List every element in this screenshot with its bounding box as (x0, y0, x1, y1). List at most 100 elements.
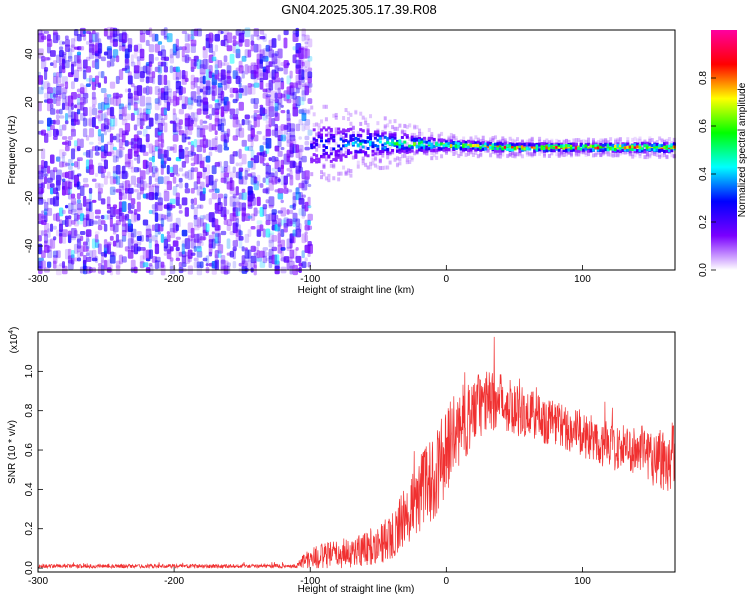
spectrogram-cell (342, 144, 346, 148)
spectrogram-cell (582, 148, 586, 152)
spectrogram-cell (354, 109, 358, 114)
spectrogram-cell (262, 157, 266, 161)
spectrogram-cell (650, 147, 654, 151)
spectrogram-cell (430, 132, 434, 137)
spectrogram-cell (292, 195, 297, 207)
spectrogram-cell (653, 146, 657, 150)
spectrogram-cell (145, 113, 150, 121)
spectrogram-cell (58, 149, 65, 159)
spectrogram-cell (464, 147, 468, 151)
spectrogram-cell (217, 60, 223, 69)
spectrogram-cell (459, 142, 463, 146)
spectrogram-cell (322, 164, 326, 169)
spectrogram-cell (329, 147, 333, 152)
spectrogram-cell (61, 51, 67, 56)
spectrogram-cell (88, 211, 94, 223)
spectrogram-cell (94, 32, 100, 44)
spectrogram-cell (223, 196, 228, 207)
spectrogram-cell (403, 149, 407, 153)
spectrogram-cell (199, 215, 206, 220)
spectrogram-cell (193, 153, 199, 165)
spectrogram-cell (133, 101, 138, 111)
spectrogram-cell (317, 143, 321, 148)
spectrogram-cell (452, 152, 456, 157)
spectrogram-cell (584, 151, 588, 156)
spectrogram-cell (459, 152, 463, 157)
spectrogram-cell (175, 66, 180, 73)
spectrogram-cell (184, 150, 189, 158)
spectrogram-cell (109, 235, 114, 241)
spectrogram-cell (247, 86, 252, 95)
spectrogram-cell (70, 208, 77, 215)
y-tick-label: -20 (24, 190, 35, 205)
spectrogram-cell (268, 157, 272, 162)
spectrogram-cell (70, 193, 76, 199)
spectrogram-cell (301, 76, 305, 84)
spectrogram-cell (151, 172, 156, 178)
spectrogram-cell (163, 85, 169, 96)
spectrogram-cell (166, 231, 170, 235)
spectrogram-cell (594, 143, 598, 147)
spectrogram-cell (582, 144, 586, 148)
spectrogram-cell (181, 133, 187, 143)
spectrogram-cell (250, 64, 254, 75)
spectrogram-cell (268, 90, 272, 101)
spectrogram-cell (175, 236, 181, 240)
spectrogram-cell (91, 33, 98, 43)
spectrogram-cell (100, 56, 106, 62)
spectrogram-cell (280, 134, 286, 142)
spectrogram-cell (46, 250, 53, 259)
spectrogram-cell (148, 166, 154, 173)
spectrogram-cell (247, 215, 253, 219)
spectrogram-cell (97, 128, 102, 137)
spectrogram-cell (181, 95, 186, 107)
spectrogram-cell (498, 144, 502, 148)
spectrogram-cell (324, 157, 328, 162)
spectrogram-cell (38, 29, 43, 36)
spectrogram-cell (76, 233, 81, 243)
spectrogram-cell (145, 164, 150, 175)
spectrogram-cell (386, 165, 390, 170)
spectrogram-cell (614, 142, 618, 147)
spectrogram-cell (643, 139, 647, 144)
spectrogram-cell (408, 150, 412, 154)
spectrogram-cell (196, 261, 201, 269)
spectrogram-cell (181, 87, 186, 94)
spectrogram-cell (70, 197, 77, 205)
spectrogram-cell (289, 128, 296, 138)
spectrogram-cell (38, 33, 44, 43)
spectrogram-cell (567, 150, 571, 155)
spectrogram-cell (235, 162, 239, 167)
spectrogram-cell (202, 75, 206, 85)
spectrogram-cell (52, 250, 59, 258)
spectrogram-cell (106, 243, 111, 255)
spectrogram-cell (127, 210, 134, 214)
spectrogram-cell (403, 153, 407, 158)
spectrogram-cell (94, 151, 100, 156)
spectrogram-cell (540, 145, 544, 149)
spectrogram-cell (91, 77, 96, 82)
spectrogram-cell (172, 240, 179, 247)
spectrogram-cell (574, 142, 578, 146)
spectrogram-cell (449, 141, 453, 145)
snr-panel: -300 -200 -100 0 100 0.00.20.40.60.81.0 Heig… (7, 327, 676, 595)
spectrogram-cell (163, 74, 168, 86)
chart-title: GN04.2025.305.17.39.R08 (281, 2, 436, 17)
spectrogram-cell (70, 98, 75, 104)
spectrogram-cell (364, 163, 368, 168)
spectrogram-cell (187, 97, 194, 105)
spectrogram-cell (223, 62, 230, 66)
spectrogram-cell (85, 78, 92, 82)
spectrogram-cell (229, 93, 234, 98)
spectrogram-cell (223, 131, 229, 135)
spectrogram-cell (665, 154, 669, 159)
spectrogram-cell (462, 145, 466, 149)
spectrogram-cell (40, 160, 45, 169)
spectrogram-cell (235, 75, 241, 85)
spectrogram-cell (312, 128, 316, 132)
spectrogram-cell (55, 174, 61, 186)
spectrogram-cell (440, 144, 444, 149)
spectrogram-cell (562, 149, 566, 153)
x-tick-label: -300 (28, 576, 48, 587)
spectrogram-cell (115, 233, 119, 243)
